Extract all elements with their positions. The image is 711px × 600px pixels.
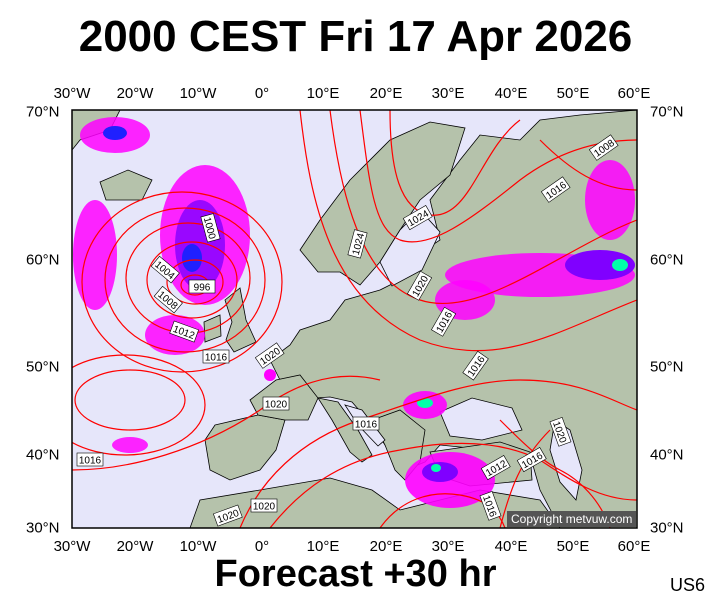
isobar-label-box xyxy=(588,134,619,161)
lon-tick-top: 30°W xyxy=(53,85,91,102)
isobar-label-box xyxy=(431,306,457,337)
lat-tick-left: 70°N xyxy=(26,103,60,121)
isobar-label-box xyxy=(516,447,547,473)
great-britain-land xyxy=(224,287,257,353)
lon-tick-bottom: 10°W xyxy=(179,538,217,555)
isobar-label-box xyxy=(200,213,221,243)
lat-tick-left: 30°N xyxy=(26,519,60,537)
isobar-label: 1016 xyxy=(352,416,380,431)
isobar-label: 1016 xyxy=(76,452,104,467)
isobar-label-box xyxy=(347,229,368,259)
lat-tick-left: 40°N xyxy=(26,446,60,464)
isobar-label: 1020 xyxy=(262,396,290,411)
lat-tick-right: 50°N xyxy=(650,358,684,376)
lon-tick-bottom: 50°E xyxy=(556,538,590,555)
lon-tick-bottom: 0° xyxy=(254,538,270,555)
precipitation xyxy=(73,117,635,508)
isobar-label-box xyxy=(549,417,572,447)
lon-tick-bottom: 40°E xyxy=(494,538,528,555)
lon-tick-bottom: 10°E xyxy=(306,538,340,555)
lat-tick-left: 60°N xyxy=(26,251,60,269)
isobar-label-box xyxy=(213,504,243,527)
lon-tick-top: 60°E xyxy=(617,85,651,102)
model-code: US6 xyxy=(669,575,705,595)
isobar-value: 1016 xyxy=(79,456,102,467)
isobar-label-box xyxy=(153,285,183,314)
lat-tick-right: 60°N xyxy=(650,251,684,269)
lon-tick-bottom: 30°E xyxy=(431,538,465,555)
africa-land xyxy=(189,477,561,528)
baltic-sea xyxy=(379,209,441,287)
isobar-value: 1020 xyxy=(265,400,288,411)
lat-tick-right: 30°N xyxy=(650,519,684,537)
lon-tick-top: 50°E xyxy=(556,85,590,102)
isobar-label-box xyxy=(480,455,511,481)
isobar-label: 996 xyxy=(188,279,216,294)
lon-tick-top: 0° xyxy=(254,85,270,102)
isobar-value: 996 xyxy=(194,283,211,294)
isobar-label-box xyxy=(479,491,502,521)
isobar-label-box xyxy=(462,350,489,381)
isobar-label-box xyxy=(254,342,285,369)
isobar-label-box xyxy=(352,416,380,431)
isobar-label-box xyxy=(169,320,199,343)
isobar-value: 1020 xyxy=(253,502,276,513)
forecast-label: Forecast +30 hr xyxy=(214,553,497,595)
isobar-label-box xyxy=(407,270,433,301)
isobar-label-box xyxy=(188,279,216,294)
iceland-land xyxy=(99,169,153,201)
lat-tick-left: 50°N xyxy=(26,358,60,376)
isobar-value: 1016 xyxy=(205,353,228,364)
isobar-label-box xyxy=(202,349,230,364)
isobar-label-box xyxy=(150,255,180,284)
isobar-label: 1016 xyxy=(202,349,230,364)
lat-tick-right: 40°N xyxy=(650,446,684,464)
isobar-label-box xyxy=(262,396,290,411)
lon-tick-bottom: 20°E xyxy=(369,538,403,555)
lon-tick-top: 40°E xyxy=(494,85,528,102)
isobar-label-box xyxy=(76,452,104,467)
lon-tick-bottom: 60°E xyxy=(617,538,651,555)
map-frame xyxy=(71,109,638,529)
isobar-value: 1016 xyxy=(355,420,378,431)
lon-tick-top: 20°W xyxy=(116,85,154,102)
isobar-label-box xyxy=(402,205,433,231)
lon-tick-top: 30°E xyxy=(431,85,465,102)
copyright-notice: Copyright metvuw.com xyxy=(507,511,637,527)
black-sea xyxy=(439,397,523,441)
isobar-label-box xyxy=(250,498,278,513)
lat-tick-right: 70°N xyxy=(650,103,684,121)
lon-tick-bottom: 20°W xyxy=(116,538,154,555)
map-title: 2000 CEST Fri 17 Apr 2026 xyxy=(78,12,633,61)
lon-tick-top: 10°W xyxy=(179,85,217,102)
isobar-label: 1020 xyxy=(250,498,278,513)
landmasses xyxy=(72,110,637,528)
lon-tick-top: 20°E xyxy=(369,85,403,102)
lon-tick-top: 10°E xyxy=(306,85,340,102)
scandinavia-land xyxy=(299,121,466,286)
lon-tick-bottom: 30°W xyxy=(53,538,91,555)
isobar-label-box xyxy=(540,176,571,203)
